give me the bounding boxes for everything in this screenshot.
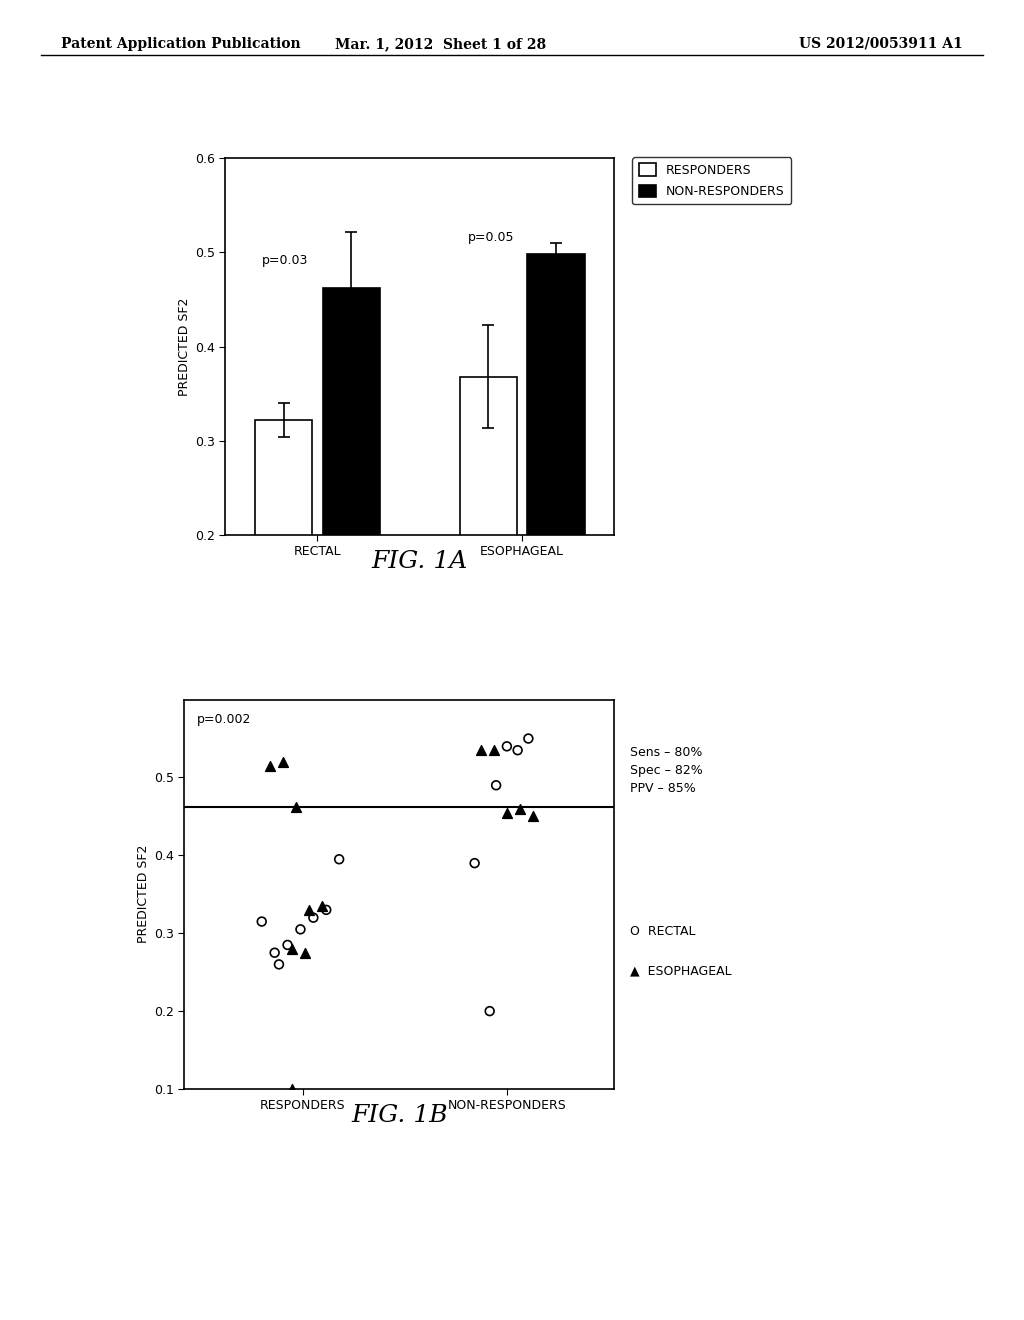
Point: [288, 796, 304, 817]
Text: ▲  ESOPHAGEAL: ▲ ESOPHAGEAL: [630, 965, 731, 977]
Point: [520, 729, 537, 750]
Point: [280, 935, 296, 956]
Point: [266, 942, 283, 964]
Text: US 2012/0053911 A1: US 2012/0053911 A1: [799, 37, 963, 51]
Point: [318, 899, 335, 920]
Bar: [255, 420, 312, 723]
Point: [499, 735, 515, 756]
Point: [467, 853, 483, 874]
Text: p=0.05: p=0.05: [468, 231, 515, 244]
Point: [473, 739, 489, 760]
Point: [270, 954, 287, 975]
Point: [485, 739, 502, 760]
Bar: [460, 376, 517, 723]
Y-axis label: PREDICTED SF2: PREDICTED SF2: [178, 297, 190, 396]
Point: [524, 805, 541, 826]
Point: [331, 849, 347, 870]
Text: Patent Application Publication: Patent Application Publication: [61, 37, 301, 51]
Point: [275, 751, 292, 772]
Text: FIG. 1A: FIG. 1A: [372, 549, 468, 573]
Point: [487, 775, 504, 796]
Text: Sens – 80%
Spec – 82%
PPV – 85%: Sens – 80% Spec – 82% PPV – 85%: [630, 746, 702, 796]
Legend: RESPONDERS, NON-RESPONDERS: RESPONDERS, NON-RESPONDERS: [633, 157, 792, 205]
Point: [301, 899, 317, 920]
Text: p=0.002: p=0.002: [198, 713, 252, 726]
Point: [297, 942, 313, 964]
Text: Mar. 1, 2012  Sheet 1 of 28: Mar. 1, 2012 Sheet 1 of 28: [335, 37, 546, 51]
Bar: [323, 288, 380, 723]
Point: [254, 911, 270, 932]
Point: [313, 895, 330, 916]
Point: [499, 803, 515, 824]
Point: [292, 919, 308, 940]
Text: FIG. 1B: FIG. 1B: [351, 1104, 447, 1127]
Point: [512, 799, 528, 820]
Bar: [527, 255, 585, 723]
Point: [481, 1001, 498, 1022]
Point: [305, 907, 322, 928]
Point: [510, 739, 526, 760]
Text: p=0.03: p=0.03: [261, 253, 308, 267]
Y-axis label: PREDICTED SF2: PREDICTED SF2: [137, 845, 150, 944]
Point: [284, 939, 300, 960]
Text: O  RECTAL: O RECTAL: [630, 925, 695, 939]
Point: [262, 755, 279, 776]
Point: [284, 1078, 300, 1100]
